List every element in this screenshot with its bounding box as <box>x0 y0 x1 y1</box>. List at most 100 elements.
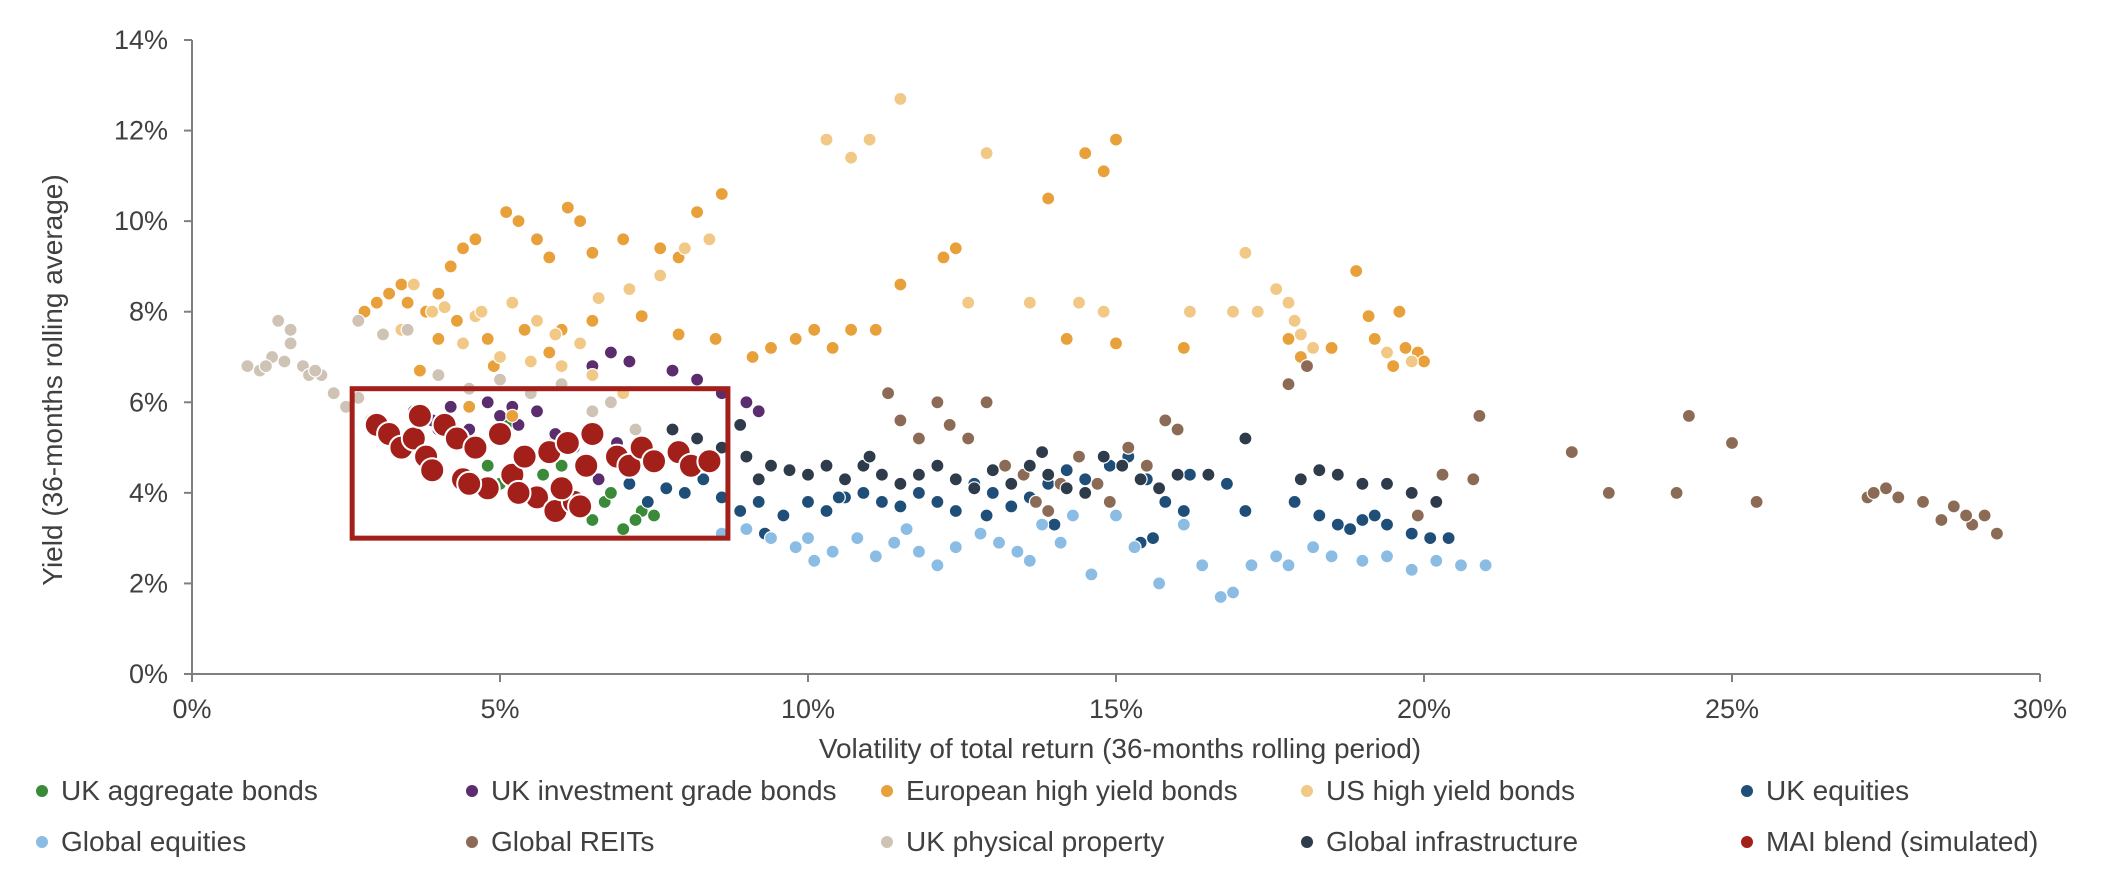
data-point <box>585 368 600 383</box>
data-point <box>382 286 397 301</box>
data-point <box>831 490 846 505</box>
data-point <box>868 549 883 564</box>
data-point <box>708 331 723 346</box>
data-point <box>628 512 643 528</box>
data-point <box>776 508 791 523</box>
data-point <box>499 205 514 220</box>
data-point <box>1891 490 1906 505</box>
data-point <box>1059 463 1074 478</box>
series-4 <box>394 91 1419 401</box>
data-point <box>1071 449 1087 464</box>
data-point <box>1059 481 1074 496</box>
data-point <box>899 521 914 537</box>
series-6 <box>714 508 1493 605</box>
data-point <box>991 535 1007 550</box>
data-point <box>277 354 292 369</box>
data-point <box>1182 467 1198 482</box>
data-point <box>1022 553 1037 568</box>
data-point <box>1078 146 1093 161</box>
data-point <box>394 277 409 292</box>
data-point <box>487 421 513 447</box>
data-point <box>1349 263 1364 279</box>
data-point <box>480 458 495 473</box>
data-point <box>542 345 557 360</box>
data-point <box>622 476 637 491</box>
data-point <box>640 494 655 509</box>
data-point <box>930 558 945 573</box>
data-point <box>973 526 988 541</box>
data-point <box>819 132 834 147</box>
data-point <box>1201 467 1216 482</box>
data-point <box>979 508 994 523</box>
data-point <box>1330 467 1345 482</box>
data-point <box>492 408 508 423</box>
y-tick-label: 6% <box>129 387 168 417</box>
data-point <box>1669 485 1684 500</box>
data-point <box>665 363 680 378</box>
data-point <box>1866 485 1881 500</box>
data-point <box>751 404 766 419</box>
data-point <box>819 503 834 519</box>
data-point <box>572 336 588 351</box>
data-point <box>967 481 982 496</box>
data-point <box>819 458 834 473</box>
data-point <box>961 431 976 446</box>
data-point <box>560 200 575 215</box>
data-point <box>622 354 637 369</box>
data-point <box>1429 553 1444 568</box>
data-point <box>1379 517 1395 532</box>
y-tick-label: 4% <box>129 478 168 508</box>
data-point <box>1090 476 1105 491</box>
data-point <box>1466 472 1481 487</box>
data-point <box>548 327 563 342</box>
data-point <box>505 408 520 423</box>
data-point <box>1281 295 1296 310</box>
data-point <box>529 313 545 328</box>
data-point <box>1108 132 1124 147</box>
y-axis-title: Yield (36-months rolling average) <box>37 174 68 585</box>
data-point <box>616 452 643 479</box>
data-point <box>1059 331 1074 346</box>
data-point <box>616 232 631 247</box>
data-point <box>1429 494 1444 509</box>
data-point <box>1355 512 1370 528</box>
data-point <box>1028 494 1044 509</box>
data-point <box>1281 331 1296 346</box>
x-tick-label: 0% <box>172 694 211 724</box>
data-point <box>585 404 600 419</box>
data-point <box>1379 549 1395 564</box>
data-point <box>856 485 871 500</box>
data-point <box>800 494 816 509</box>
data-point <box>1034 517 1050 532</box>
data-point <box>1176 340 1191 355</box>
data-point <box>751 494 766 509</box>
data-point <box>1238 431 1253 446</box>
data-point <box>677 241 692 256</box>
data-point <box>406 402 433 429</box>
data-point <box>1435 467 1450 482</box>
data-point <box>585 245 600 260</box>
data-point <box>985 485 1000 500</box>
data-point <box>997 458 1013 473</box>
data-point <box>850 530 865 546</box>
data-point <box>1004 499 1019 514</box>
data-point <box>788 331 803 346</box>
data-point <box>1355 476 1370 491</box>
data-point <box>548 475 575 502</box>
data-point <box>523 354 538 369</box>
y-tick-label: 8% <box>129 297 168 327</box>
data-point <box>1367 331 1382 346</box>
data-point <box>419 457 446 484</box>
data-point <box>462 434 489 461</box>
data-point <box>880 386 896 401</box>
data-point <box>1071 295 1087 310</box>
data-point <box>1176 517 1191 532</box>
data-point <box>1724 435 1740 451</box>
data-point <box>1934 512 1949 528</box>
data-point <box>529 404 545 419</box>
data-point <box>1096 449 1111 464</box>
data-point <box>1078 472 1093 487</box>
data-point <box>449 313 464 328</box>
data-point <box>843 150 859 165</box>
data-point <box>911 544 927 559</box>
